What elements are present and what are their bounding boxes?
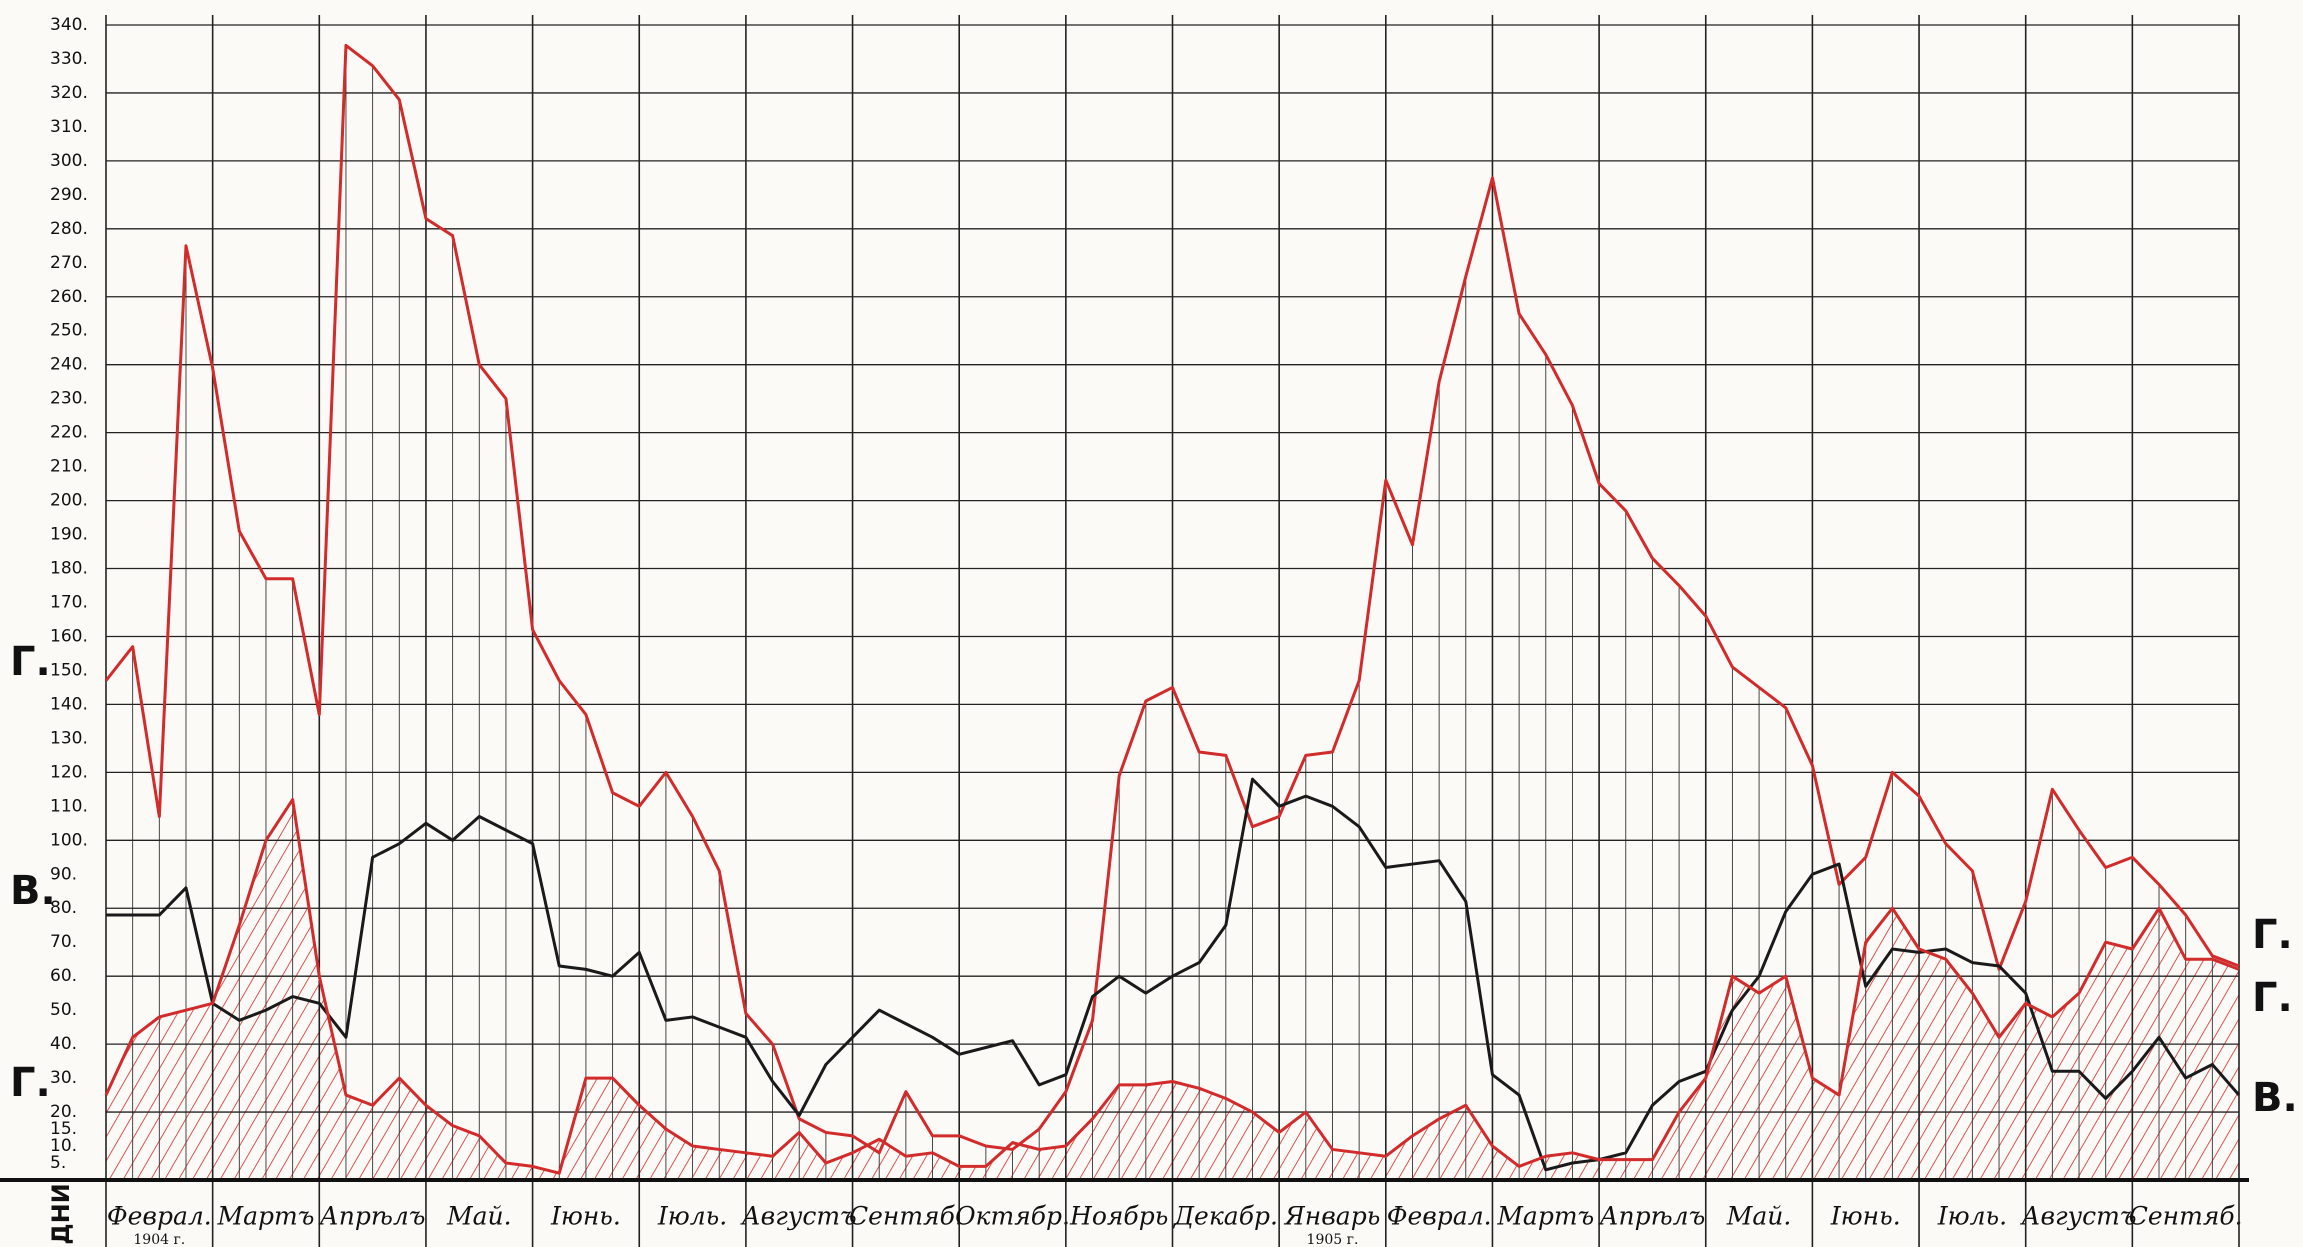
- y-tick-label: 340.: [50, 15, 88, 35]
- x-tick-label: Декабр.: [1173, 1202, 1278, 1231]
- x-tick-label: Августъ: [740, 1202, 857, 1231]
- y-tick-label: 60.: [50, 966, 77, 986]
- y-tick-label: 290.: [50, 185, 88, 205]
- x-tick-label: Сентяб.: [849, 1202, 963, 1231]
- y-tick-label: 50.: [50, 1000, 77, 1020]
- x-tick-label: Іюль.: [657, 1202, 727, 1231]
- series-line: [106, 777, 2241, 1172]
- x-tick-label: Іюль.: [1937, 1202, 2007, 1231]
- x-tick-label: Ноябрь: [1069, 1202, 1168, 1231]
- y-tick-label: 170.: [50, 593, 88, 613]
- y-tick-label: 180.: [50, 559, 88, 579]
- x-tick-label: Май.: [446, 1202, 512, 1231]
- side-label: Г.: [10, 639, 51, 685]
- y-tick-label: 150.: [50, 660, 88, 680]
- y-tick-label: 320.: [50, 83, 88, 103]
- x-tick-label: Феврал.: [1387, 1202, 1492, 1231]
- y-tick-label: 15.: [50, 1119, 77, 1139]
- y-tick-label: 210.: [50, 457, 88, 477]
- y-tick-label: 130.: [50, 728, 88, 748]
- y-tick-label: 120.: [50, 762, 88, 782]
- y-tick-label: 110.: [50, 796, 88, 816]
- x-tick-label: Апрѣлъ: [1598, 1202, 1706, 1231]
- x-tick-label: Январь: [1284, 1202, 1381, 1231]
- y-tick-label: 280.: [50, 219, 88, 239]
- y-tick-label: 90.: [50, 864, 77, 884]
- y-tick-label: 10.: [50, 1136, 77, 1156]
- x-tick-label: Мартъ: [1496, 1202, 1594, 1231]
- y-tick-label: 330.: [50, 49, 88, 69]
- side-label: В.: [10, 868, 56, 914]
- x-tick-label: Октябр.: [955, 1202, 1070, 1231]
- y-tick-label: 100.: [50, 830, 88, 850]
- y-tick-label: 70.: [50, 932, 77, 952]
- x-tick-label: Сентяб.: [2129, 1202, 2243, 1231]
- side-label: Г.: [2252, 975, 2293, 1021]
- y-tick-label: 260.: [50, 287, 88, 307]
- y-tick-label: 310.: [50, 117, 88, 137]
- y-tick-label: 160.: [50, 626, 88, 646]
- y-tick-label: 220.: [50, 423, 88, 443]
- series-line: [104, 798, 2240, 1175]
- y-tick-label: 240.: [50, 355, 88, 375]
- side-label: В.: [2252, 1075, 2298, 1121]
- y-tick-label: 20.: [50, 1102, 77, 1122]
- y-tick-label: 230.: [50, 389, 88, 409]
- year-label: 1905 г.: [1307, 1232, 1359, 1247]
- x-tick-label: Мартъ: [217, 1202, 315, 1231]
- x-tick-label: Феврал.: [107, 1202, 212, 1231]
- y-tick-label: 250.: [50, 321, 88, 341]
- y-tick-label: 270.: [50, 253, 88, 273]
- y-tick-label: 5.: [50, 1153, 66, 1173]
- series-line: [104, 43, 2240, 1155]
- year-label: 1904 г.: [133, 1232, 185, 1247]
- y-axis-label: ДНИ: [47, 1183, 75, 1245]
- x-tick-label: Августъ: [2020, 1202, 2137, 1231]
- side-label: Г.: [2252, 912, 2293, 958]
- y-tick-label: 300.: [50, 151, 88, 171]
- x-tick-label: Май.: [1726, 1202, 1792, 1231]
- y-tick-label: 190.: [50, 525, 88, 545]
- y-tick-label: 200.: [50, 491, 88, 511]
- y-tick-label: 140.: [50, 694, 88, 714]
- y-tick-label: 30.: [50, 1068, 77, 1088]
- x-tick-label: Апрѣлъ: [318, 1202, 426, 1231]
- side-label: Г.: [10, 1060, 51, 1106]
- y-tick-label: 80.: [50, 898, 77, 918]
- y-tick-label: 40.: [50, 1034, 77, 1054]
- x-tick-label: Іюнь.: [550, 1202, 621, 1231]
- x-tick-label: Іюнь.: [1830, 1202, 1901, 1231]
